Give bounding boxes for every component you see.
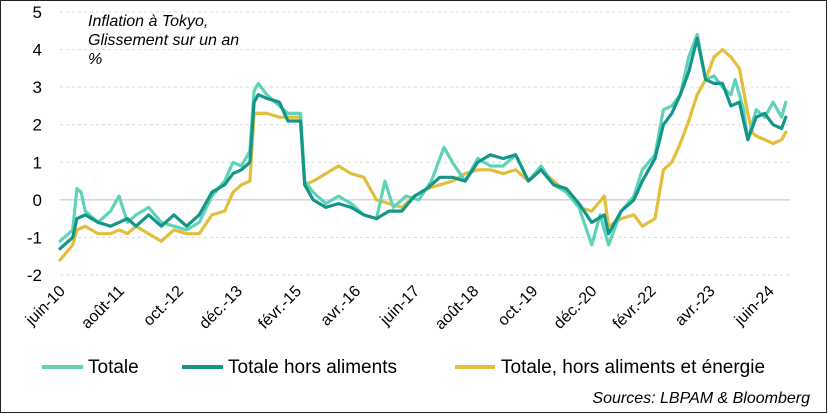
title-line-3: %: [88, 51, 102, 68]
source-note: Sources: LBPAM & Bloomberg: [592, 390, 810, 407]
x-tick-label: juin-24: [731, 283, 778, 330]
y-tick-label: -1: [27, 228, 42, 247]
legend-item-totale: Totale: [42, 357, 139, 378]
series-line-1: [58, 36, 788, 251]
y-tick-label: 4: [33, 41, 42, 60]
x-tick-label: avr.-16: [318, 283, 365, 330]
x-axis-ticks: juin-10 août-11 oct.-12 déc.-13 févr.-15 avr.…: [22, 283, 778, 333]
series-layer: [58, 32, 788, 262]
x-tick-label: juin-10: [22, 283, 69, 330]
x-tick-label: oct.-12: [140, 283, 187, 330]
y-tick-label: 3: [33, 78, 42, 97]
x-tick-label: août-18: [432, 283, 482, 333]
x-tick-label: déc.-13: [196, 283, 246, 333]
legend-label-hors-aliments-energie: Totale, hors aliments et énergie: [501, 357, 765, 378]
legend-label-hors-aliments: Totale hors aliments: [228, 357, 397, 378]
legend: Totale Totale hors aliments Totale, hors…: [42, 357, 765, 378]
series-line-0: [58, 32, 788, 247]
x-tick-label: févr.-22: [610, 283, 660, 333]
series-line-2: [58, 48, 788, 262]
y-tick-label: 1: [33, 153, 42, 172]
x-tick-label: déc.-20: [551, 283, 601, 333]
x-tick-label: juin-17: [377, 283, 424, 330]
y-tick-label: 2: [33, 116, 42, 135]
legend-item-hors-aliments-energie: Totale, hors aliments et énergie: [455, 357, 765, 378]
x-tick-label: août-11: [78, 283, 128, 333]
x-tick-label: avr.-23: [672, 283, 719, 330]
legend-item-hors-aliments: Totale hors aliments: [182, 357, 397, 378]
y-axis-ticks: -2 -1 0 1 2 3 4 5: [27, 3, 42, 285]
chart-title: Inflation à Tokyo, Glissement sur un an …: [88, 13, 239, 68]
x-tick-label: févr.-15: [255, 283, 305, 333]
grid-layer: [60, 11, 790, 276]
y-tick-label: -2: [27, 266, 42, 285]
x-tick-label: oct.-19: [495, 283, 542, 330]
y-tick-label: 0: [33, 191, 42, 210]
y-tick-label: 5: [33, 3, 42, 22]
title-line-1: Inflation à Tokyo,: [88, 13, 208, 30]
title-line-2: Glissement sur un an: [88, 32, 239, 49]
legend-label-totale: Totale: [88, 357, 139, 378]
